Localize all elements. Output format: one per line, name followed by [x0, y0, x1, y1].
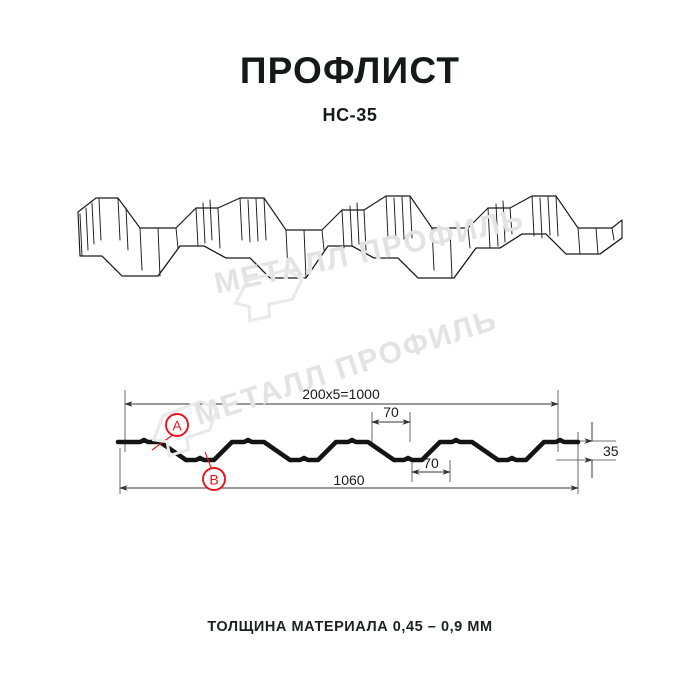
material-thickness-label: ТОЛЩИНА МАТЕРИАЛА 0,45 – 0,9 ММ	[207, 619, 493, 635]
dimension-width-label: 1060	[333, 472, 364, 488]
cross-section-view: 200x5=1000 1060 70 70 35 A	[0, 360, 700, 520]
cross-section-svg: 200x5=1000 1060 70 70 35 A	[115, 386, 619, 494]
callout-a-label: A	[172, 418, 182, 434]
callout-a: A	[165, 413, 189, 437]
dimension-height-label: 35	[603, 443, 619, 459]
isometric-view	[0, 170, 700, 340]
page-title: ПРОФЛИСТ	[239, 50, 461, 91]
page-subtitle: НС-35	[322, 104, 378, 125]
dimension-pitch-label: 200x5=1000	[302, 386, 380, 402]
callout-b-circle	[202, 467, 226, 491]
dimension-crest-label: 70	[383, 404, 399, 420]
callout-b-label: B	[209, 472, 218, 488]
profile-section-outline	[115, 437, 581, 463]
dimension-valley-label: 70	[423, 455, 439, 471]
callout-b: B	[202, 467, 226, 491]
page-footer: ТОЛЩИНА МАТЕРИАЛА 0,45 – 0,9 ММ	[0, 619, 700, 635]
page-header: ПРОФЛИСТ НС-35	[0, 50, 700, 126]
isometric-profile-svg	[77, 195, 623, 279]
